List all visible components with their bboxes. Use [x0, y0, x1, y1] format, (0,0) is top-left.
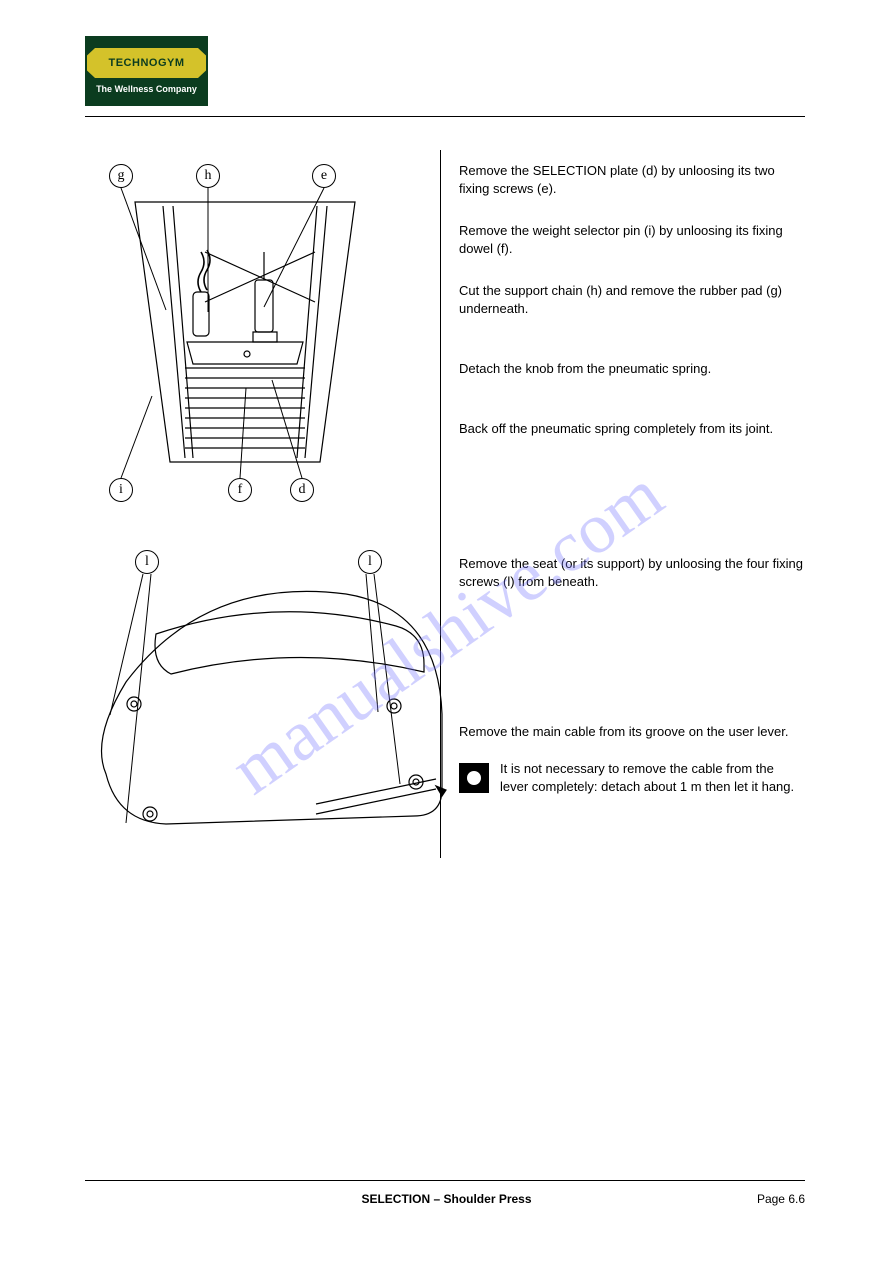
callout-h: h [196, 164, 220, 188]
note-text: It is not necessary to remove the cable … [500, 760, 803, 795]
callout-i-label: i [119, 482, 123, 498]
page-root: TECHNOGYM The Wellness Company [0, 0, 893, 1263]
callout-l-right: l [358, 550, 382, 574]
brand-logo: TECHNOGYM [95, 48, 198, 78]
step-h-g: Cut the support chain (h) and remove the… [459, 282, 803, 317]
step-spring: Back off the pneumatic spring completely… [459, 420, 803, 438]
callout-l-right-label: l [368, 554, 372, 570]
callout-g: g [109, 164, 133, 188]
brand-name: TECHNOGYM [109, 57, 185, 69]
callout-l-left-label: l [145, 554, 149, 570]
note-icon-ring [467, 771, 481, 785]
brand-tagline: The Wellness Company [96, 84, 197, 94]
callout-d: d [290, 478, 314, 502]
callout-e-label: e [321, 168, 327, 184]
callout-d-label: d [299, 482, 306, 498]
callout-e: e [312, 164, 336, 188]
callout-h-label: h [205, 168, 212, 184]
footer-rule [85, 1180, 805, 1181]
step-d-e: Remove the SELECTION plate (d) by unloos… [459, 162, 803, 197]
footer-page: Page 6.6 [757, 1192, 805, 1206]
step-knob: Detach the knob from the pneumatic sprin… [459, 360, 803, 378]
step-i-f: Remove the weight selector pin (i) by un… [459, 222, 803, 257]
step-seat-l: Remove the seat (or its support) by unlo… [459, 555, 803, 590]
callout-l-left: l [135, 550, 159, 574]
column-divider [440, 150, 441, 858]
note-icon [459, 763, 489, 793]
figure-weight-stack [115, 192, 375, 472]
figure-seat-underside [96, 564, 448, 858]
brand-badge: TECHNOGYM The Wellness Company [85, 36, 208, 106]
step-main-cable: Remove the main cable from its groove on… [459, 723, 803, 741]
callout-f: f [228, 478, 252, 502]
callout-i: i [109, 478, 133, 502]
callout-g-label: g [118, 168, 125, 184]
header-rule [85, 116, 805, 117]
callout-f-label: f [238, 482, 243, 498]
